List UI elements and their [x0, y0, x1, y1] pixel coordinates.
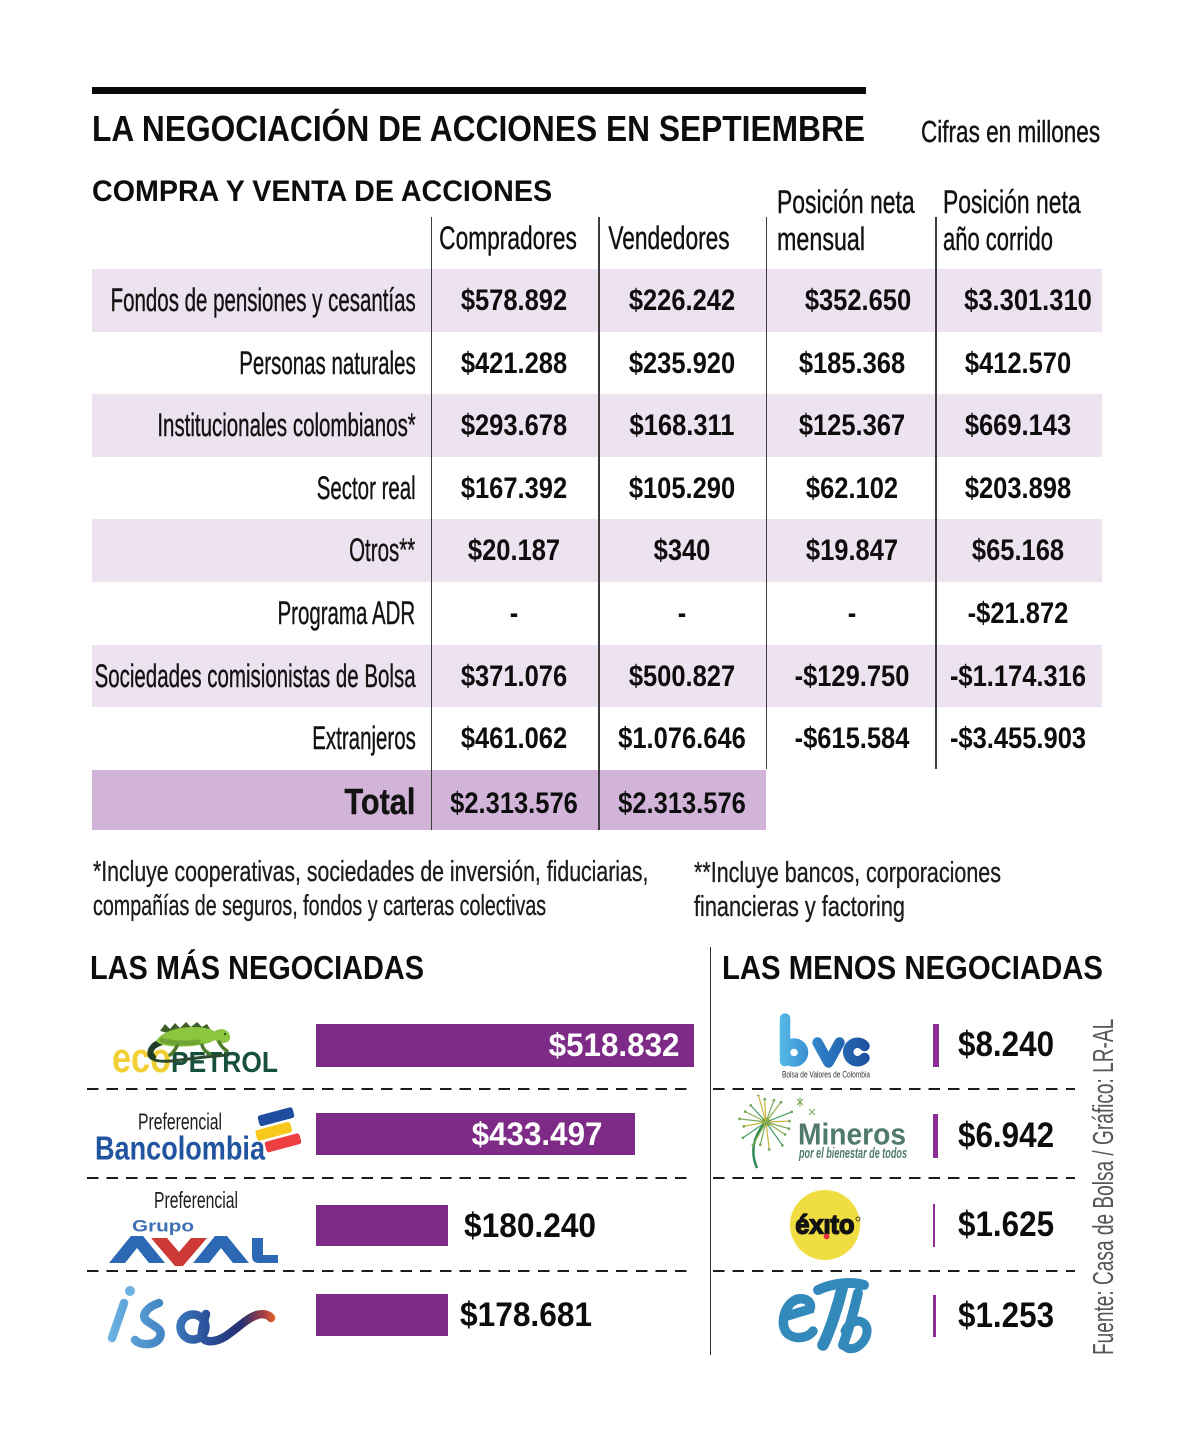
svg-text:Bancolombia: Bancolombia: [95, 1130, 266, 1167]
svg-text:Grupo: Grupo: [132, 1218, 194, 1236]
svg-text:Preferencial: Preferencial: [138, 1109, 222, 1135]
svg-text:Bolsa de Valores de Colombia: Bolsa de Valores de Colombia: [782, 1070, 870, 1080]
svg-text:Mineros: Mineros: [798, 1117, 906, 1152]
svg-text:por el bienestar de todos: por el bienestar de todos: [798, 1146, 907, 1162]
svg-text:Preferencial: Preferencial: [154, 1187, 238, 1213]
svg-text:PETROL: PETROL: [171, 1047, 278, 1079]
